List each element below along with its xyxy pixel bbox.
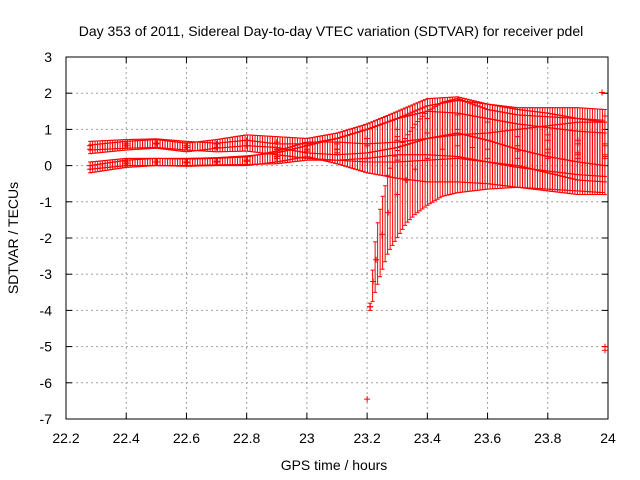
series-outliers <box>364 89 608 403</box>
y-tick-label: 1 <box>44 121 52 137</box>
data-point <box>273 139 280 146</box>
y-tick-label: -4 <box>40 302 53 318</box>
data-point <box>183 144 190 151</box>
data-point <box>424 155 431 162</box>
data-point <box>454 142 461 149</box>
data-point <box>213 140 220 147</box>
x-tick-label: 22.8 <box>233 430 260 446</box>
data-point <box>87 162 94 169</box>
x-tick-label: 23.4 <box>414 430 441 446</box>
series-track-5 <box>367 98 608 311</box>
data-point <box>394 191 401 198</box>
data-point <box>601 347 608 354</box>
data-point <box>123 158 130 165</box>
y-tick-label: -7 <box>40 411 53 427</box>
x-tick-label: 23 <box>299 430 315 446</box>
y-tick-label: 2 <box>44 85 52 101</box>
data-point <box>364 396 371 403</box>
data-point <box>403 177 410 184</box>
axis-ticks: 22.2 22.4 22.6 22.8 23 23.2 23.4 23.6 23.8 24-7-6… <box>40 49 616 446</box>
data-point <box>484 146 491 153</box>
chart-title: Day 353 of 2011, Sidereal Day-to-day VTE… <box>79 23 583 39</box>
data-point <box>334 149 340 156</box>
data-point <box>243 158 250 165</box>
x-tick-label: 22.4 <box>113 430 140 446</box>
data-point <box>123 142 130 149</box>
y-tick-label: 0 <box>44 158 52 174</box>
data-point <box>183 159 190 166</box>
data-point <box>213 158 220 165</box>
data-point <box>394 133 401 140</box>
data-point <box>601 153 608 160</box>
data-point <box>153 140 160 147</box>
data-point <box>243 137 250 144</box>
data-point <box>273 153 280 160</box>
data-point <box>601 113 608 120</box>
x-tick-label: 22.2 <box>52 430 79 446</box>
y-tick-label: 3 <box>44 49 52 65</box>
data-point <box>367 303 374 310</box>
grid-lines <box>66 57 608 419</box>
x-tick-label: 23.6 <box>474 430 501 446</box>
data-point <box>303 146 310 153</box>
data-point <box>412 166 419 173</box>
x-tick-label: 24 <box>600 430 616 446</box>
data-point <box>544 149 551 156</box>
y-tick-label: -5 <box>40 339 53 355</box>
data-point <box>439 146 446 153</box>
data-point <box>385 209 392 216</box>
x-tick-label: 23.8 <box>534 430 561 446</box>
y-tick-label: -3 <box>40 266 53 282</box>
data-series <box>87 89 608 403</box>
x-tick-label: 22.6 <box>173 430 200 446</box>
data-point <box>379 231 386 238</box>
data-point <box>469 144 476 151</box>
y-tick-label: -1 <box>40 194 53 210</box>
y-tick-label: -6 <box>40 375 53 391</box>
data-point <box>153 158 160 165</box>
data-point <box>514 148 521 155</box>
x-axis-label: GPS time / hours <box>281 457 388 473</box>
data-point <box>373 256 380 263</box>
data-point <box>364 155 371 162</box>
data-point <box>370 278 377 285</box>
data-point <box>574 151 581 158</box>
y-tick-label: -2 <box>40 230 53 246</box>
data-point <box>598 89 605 96</box>
data-point <box>87 146 94 153</box>
x-tick-label: 23.2 <box>353 430 380 446</box>
y-axis-label: SDTVAR / TECUs <box>5 182 21 294</box>
